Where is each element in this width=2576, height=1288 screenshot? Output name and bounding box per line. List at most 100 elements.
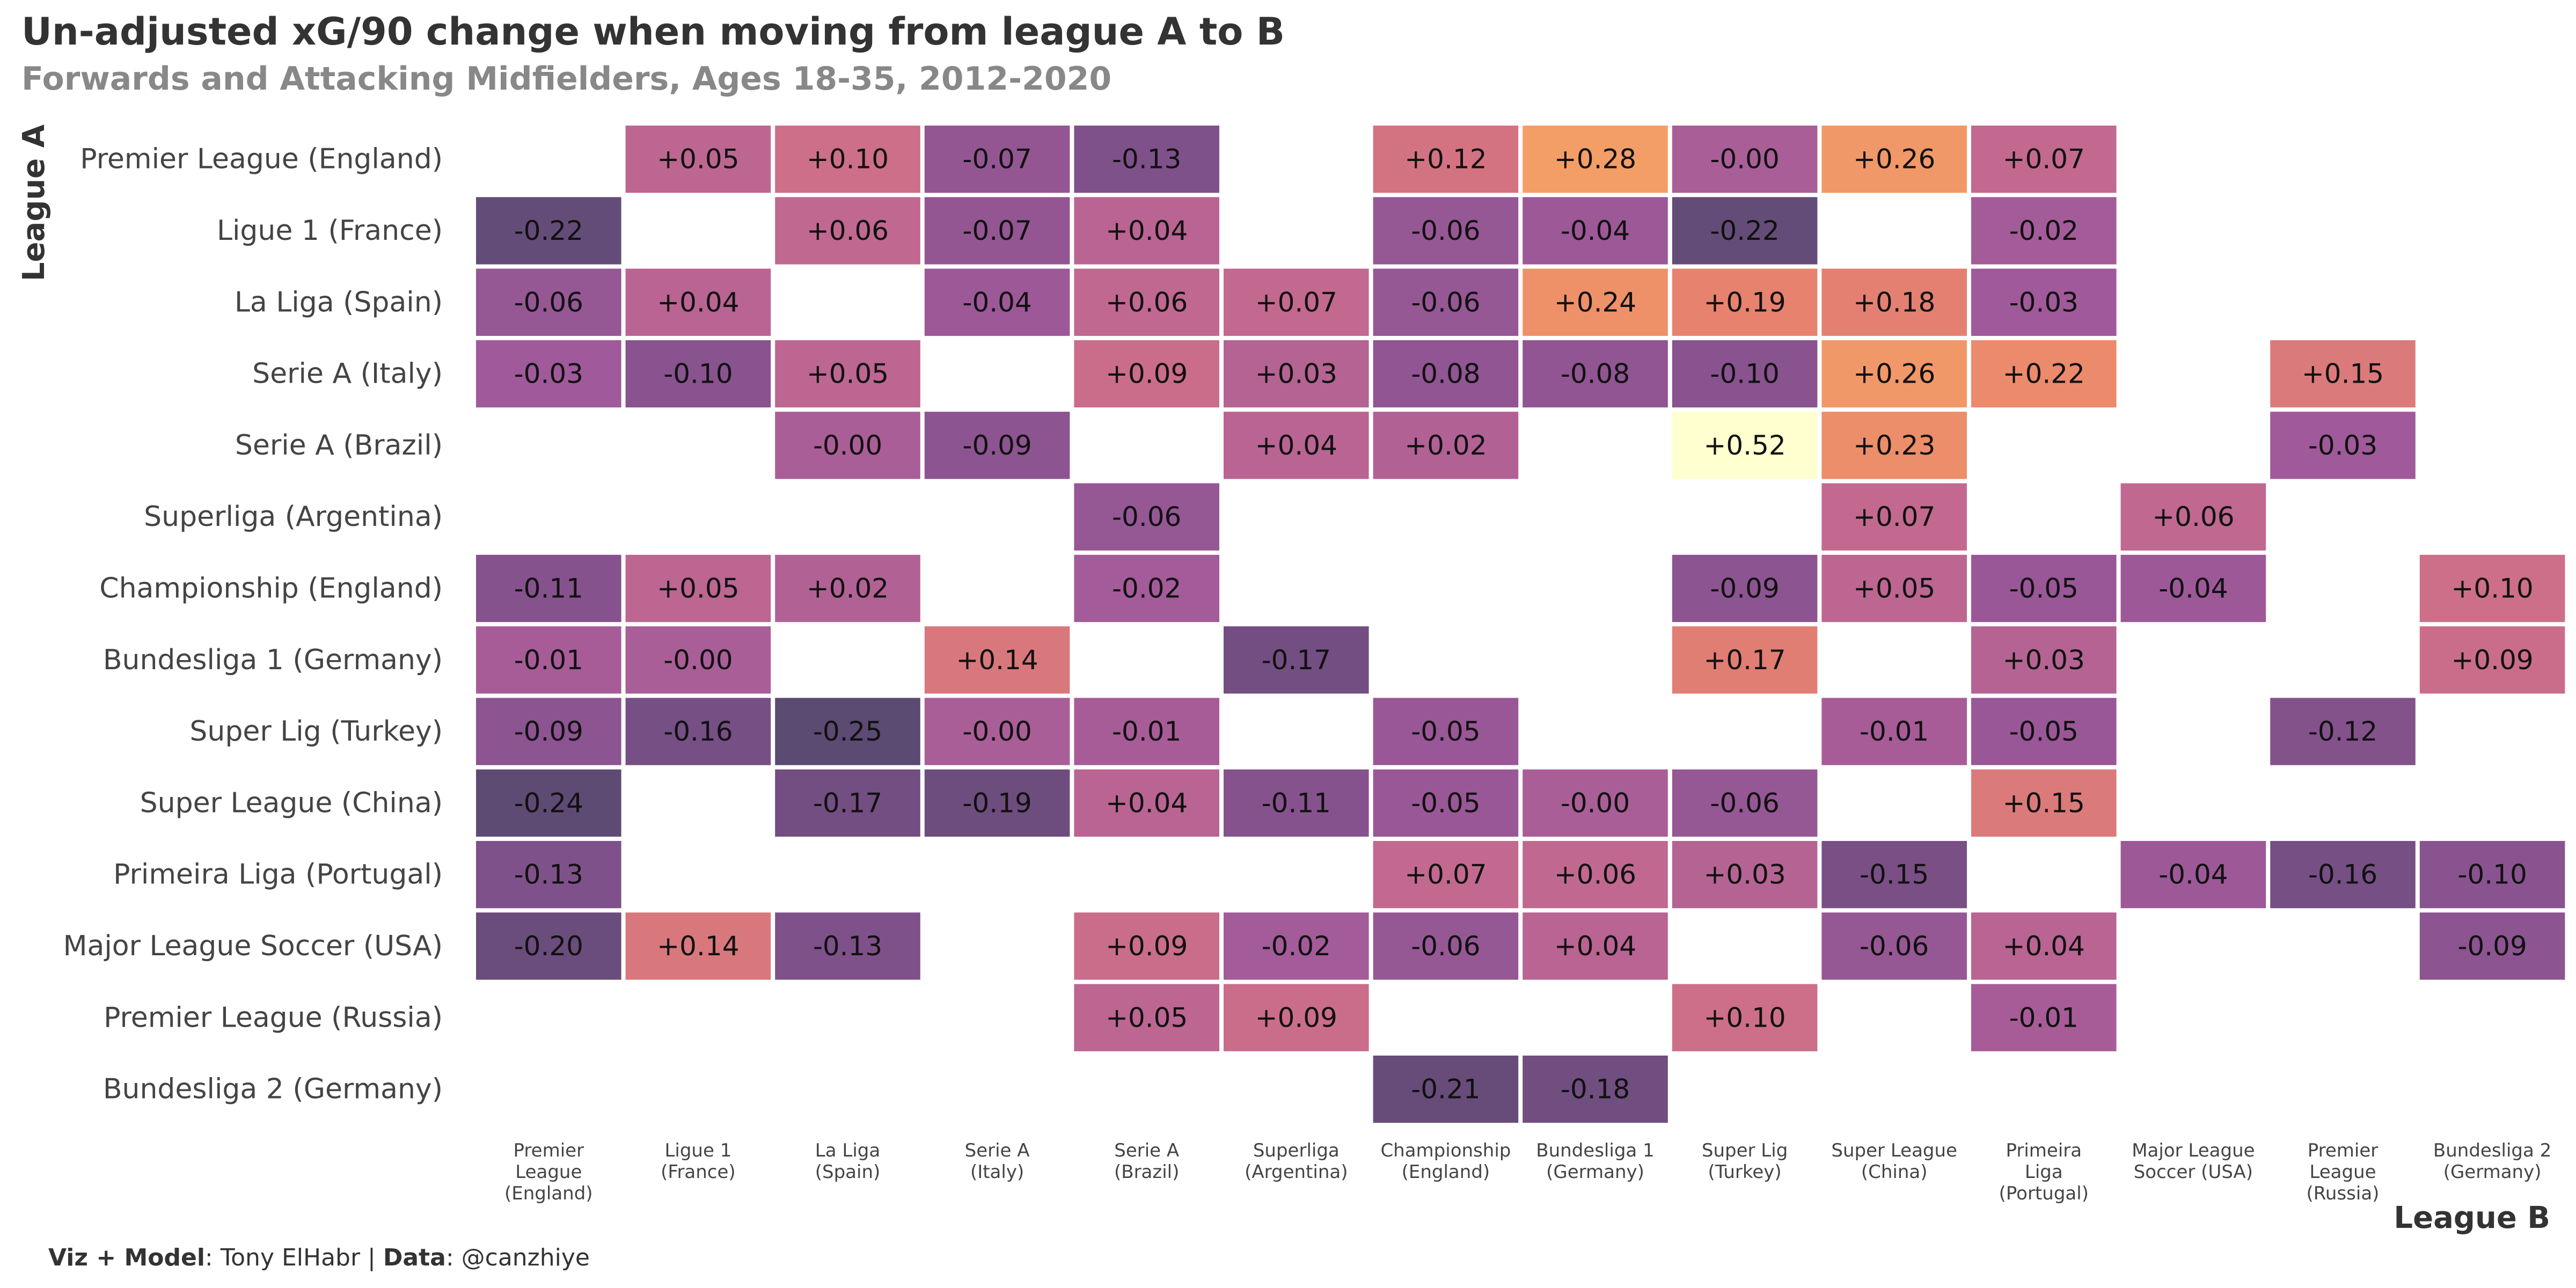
- heatmap-cell-rect: [1373, 197, 1519, 265]
- column-label-super-league-china: Super League (China): [1831, 1140, 1957, 1183]
- heatmap-cell: +0.05: [625, 554, 771, 623]
- heatmap-cell-rect: [2120, 841, 2266, 909]
- heatmap-cell: +0.15: [2270, 340, 2416, 408]
- heatmap-cells: +0.05 +0.10 -0.07 -0.13 +0.12 +0.28 -0.00 +0.26…: [476, 126, 2565, 1123]
- heatmap-cell-label: +0.06: [2152, 501, 2234, 532]
- heatmap-cell: +0.04: [625, 268, 771, 336]
- heatmap-cell: +0.05: [1074, 984, 1219, 1051]
- heatmap-cell-label: +0.14: [956, 645, 1038, 676]
- row-label-premier-league-england: Premier League (England): [80, 143, 443, 175]
- heatmap-cell: -0.13: [775, 912, 920, 980]
- heatmap-cell-rect: [476, 268, 621, 336]
- heatmap-cell-rect: [924, 268, 1070, 336]
- heatmap-cell-label: -0.24: [514, 787, 583, 818]
- column-label-serie-a-italy: Serie A (Italy): [965, 1140, 1030, 1183]
- heatmap-cell: -0.06: [1672, 769, 1818, 837]
- heatmap-cell-rect: [1074, 769, 1219, 837]
- row-label-la-liga-spain: La Liga (Spain): [235, 286, 443, 318]
- heatmap-cell: +0.26: [1821, 126, 1967, 193]
- heatmap-cell-rect: [1074, 340, 1219, 408]
- heatmap-cell-rect: [1523, 841, 1668, 909]
- heatmap-cell-rect: [1074, 698, 1219, 765]
- heatmap-cell-label: +0.06: [1106, 287, 1188, 318]
- heatmap-cell: +0.23: [1821, 412, 1967, 479]
- heatmap-cell-label: +0.10: [807, 144, 889, 175]
- heatmap-cell: +0.14: [625, 912, 771, 980]
- heatmap-cell: +0.19: [1672, 268, 1818, 336]
- heatmap-cell: -0.04: [2120, 841, 2266, 909]
- heatmap-cell: -0.09: [2419, 912, 2565, 980]
- column-label-ligue-1-france: Ligue 1 (France): [661, 1140, 736, 1183]
- heatmap-cell: +0.17: [1672, 626, 1818, 694]
- heatmap-cell-label: -0.01: [514, 645, 583, 676]
- heatmap-cell-label: -0.17: [813, 787, 882, 818]
- heatmap-cell-label: -0.03: [2308, 430, 2377, 461]
- heatmap-cell-rect: [924, 197, 1070, 265]
- heatmap-cell-label: +0.06: [807, 215, 889, 246]
- row-label-super-league-china: Super League (China): [140, 787, 443, 819]
- heatmap-cell-rect: [476, 698, 621, 765]
- heatmap-cell: -0.24: [476, 769, 621, 837]
- heatmap-cell-label: -0.12: [2308, 716, 2377, 747]
- heatmap-cell-label: -0.03: [514, 358, 583, 390]
- heatmap-cell-rect: [1971, 698, 2117, 765]
- heatmap-cell: +0.05: [775, 340, 920, 408]
- heatmap-cell: -0.06: [1821, 912, 1967, 980]
- heatmap-cell: -0.12: [2270, 698, 2416, 765]
- heatmap-cell: +0.06: [775, 197, 920, 265]
- heatmap-cell-rect: [1074, 126, 1219, 193]
- caption-data-label: Data: [383, 1244, 446, 1271]
- heatmap-cell-rect: [1821, 412, 1967, 479]
- heatmap-cell-rect: [625, 340, 771, 408]
- heatmap-cell-rect: [1672, 197, 1818, 265]
- heatmap-cell: -0.17: [1224, 626, 1369, 694]
- heatmap-cell-rect: [1672, 984, 1818, 1051]
- row-label-championship-england: Championship (England): [99, 572, 443, 604]
- heatmap-cell-label: -0.19: [962, 787, 1031, 818]
- heatmap-cell-label: -0.06: [1411, 931, 1480, 962]
- heatmap-cell-label: +0.06: [1554, 859, 1636, 890]
- heatmap-cell: +0.04: [1074, 197, 1219, 265]
- heatmap-cell-label: +0.05: [1853, 573, 1935, 604]
- column-label-primeira-liga-portugal: Primeira Liga (Portugal): [1999, 1140, 2089, 1204]
- heatmap-cell-label: +0.09: [1106, 931, 1188, 962]
- heatmap-cell: -0.18: [1523, 1055, 1668, 1123]
- heatmap-cell-rect: [1523, 1055, 1668, 1123]
- heatmap-cell: -0.05: [1971, 554, 2117, 623]
- heatmap-cell-label: +0.52: [1703, 430, 1785, 461]
- heatmap-cell-label: +0.26: [1853, 358, 1935, 390]
- heatmap-cell-label: +0.26: [1853, 144, 1935, 175]
- heatmap-cell-rect: [625, 126, 771, 193]
- heatmap-cell: +0.02: [775, 554, 920, 623]
- column-label-serie-a-brazil: Serie A (Brazil): [1114, 1140, 1179, 1183]
- heatmap-cell-rect: [476, 554, 621, 623]
- heatmap-cell-rect: [2419, 626, 2565, 694]
- heatmap-cell-label: -0.22: [514, 215, 583, 246]
- heatmap-cell-rect: [775, 554, 920, 623]
- heatmap-cell-rect: [1821, 912, 1967, 980]
- heatmap-cell-rect: [1821, 268, 1967, 336]
- heatmap-cell-rect: [775, 912, 920, 980]
- heatmap-cell-label: -0.01: [1860, 716, 1929, 747]
- heatmap-cell-label: -0.05: [1411, 716, 1480, 747]
- heatmap-cell: -0.22: [1672, 197, 1818, 265]
- heatmap-cell-label: +0.09: [2451, 645, 2533, 676]
- heatmap-cell-label: -0.11: [514, 573, 583, 604]
- heatmap-cell: -0.10: [2419, 841, 2565, 909]
- row-label-major-league-soccer-usa: Major League Soccer (USA): [63, 930, 443, 962]
- heatmap-cell: -0.03: [476, 340, 621, 408]
- heatmap-cell: +0.07: [1821, 483, 1967, 551]
- heatmap-cell-rect: [1672, 626, 1818, 694]
- heatmap-cell-rect: [476, 912, 621, 980]
- heatmap-cell: -0.04: [1523, 197, 1668, 265]
- heatmap-cell-label: +0.04: [1554, 931, 1636, 962]
- heatmap-cell-label: +0.05: [657, 144, 739, 175]
- heatmap-cell-rect: [1224, 340, 1369, 408]
- heatmap-cell-rect: [1224, 412, 1369, 479]
- heatmap-cell: +0.06: [2120, 483, 2266, 551]
- row-label-serie-a-italy: Serie A (Italy): [252, 358, 443, 390]
- heatmap-cell-rect: [1074, 984, 1219, 1051]
- heatmap-cell: -0.07: [924, 197, 1070, 265]
- heatmap-cell-label: -0.07: [962, 215, 1031, 246]
- heatmap-cell-label: +0.04: [1106, 787, 1188, 818]
